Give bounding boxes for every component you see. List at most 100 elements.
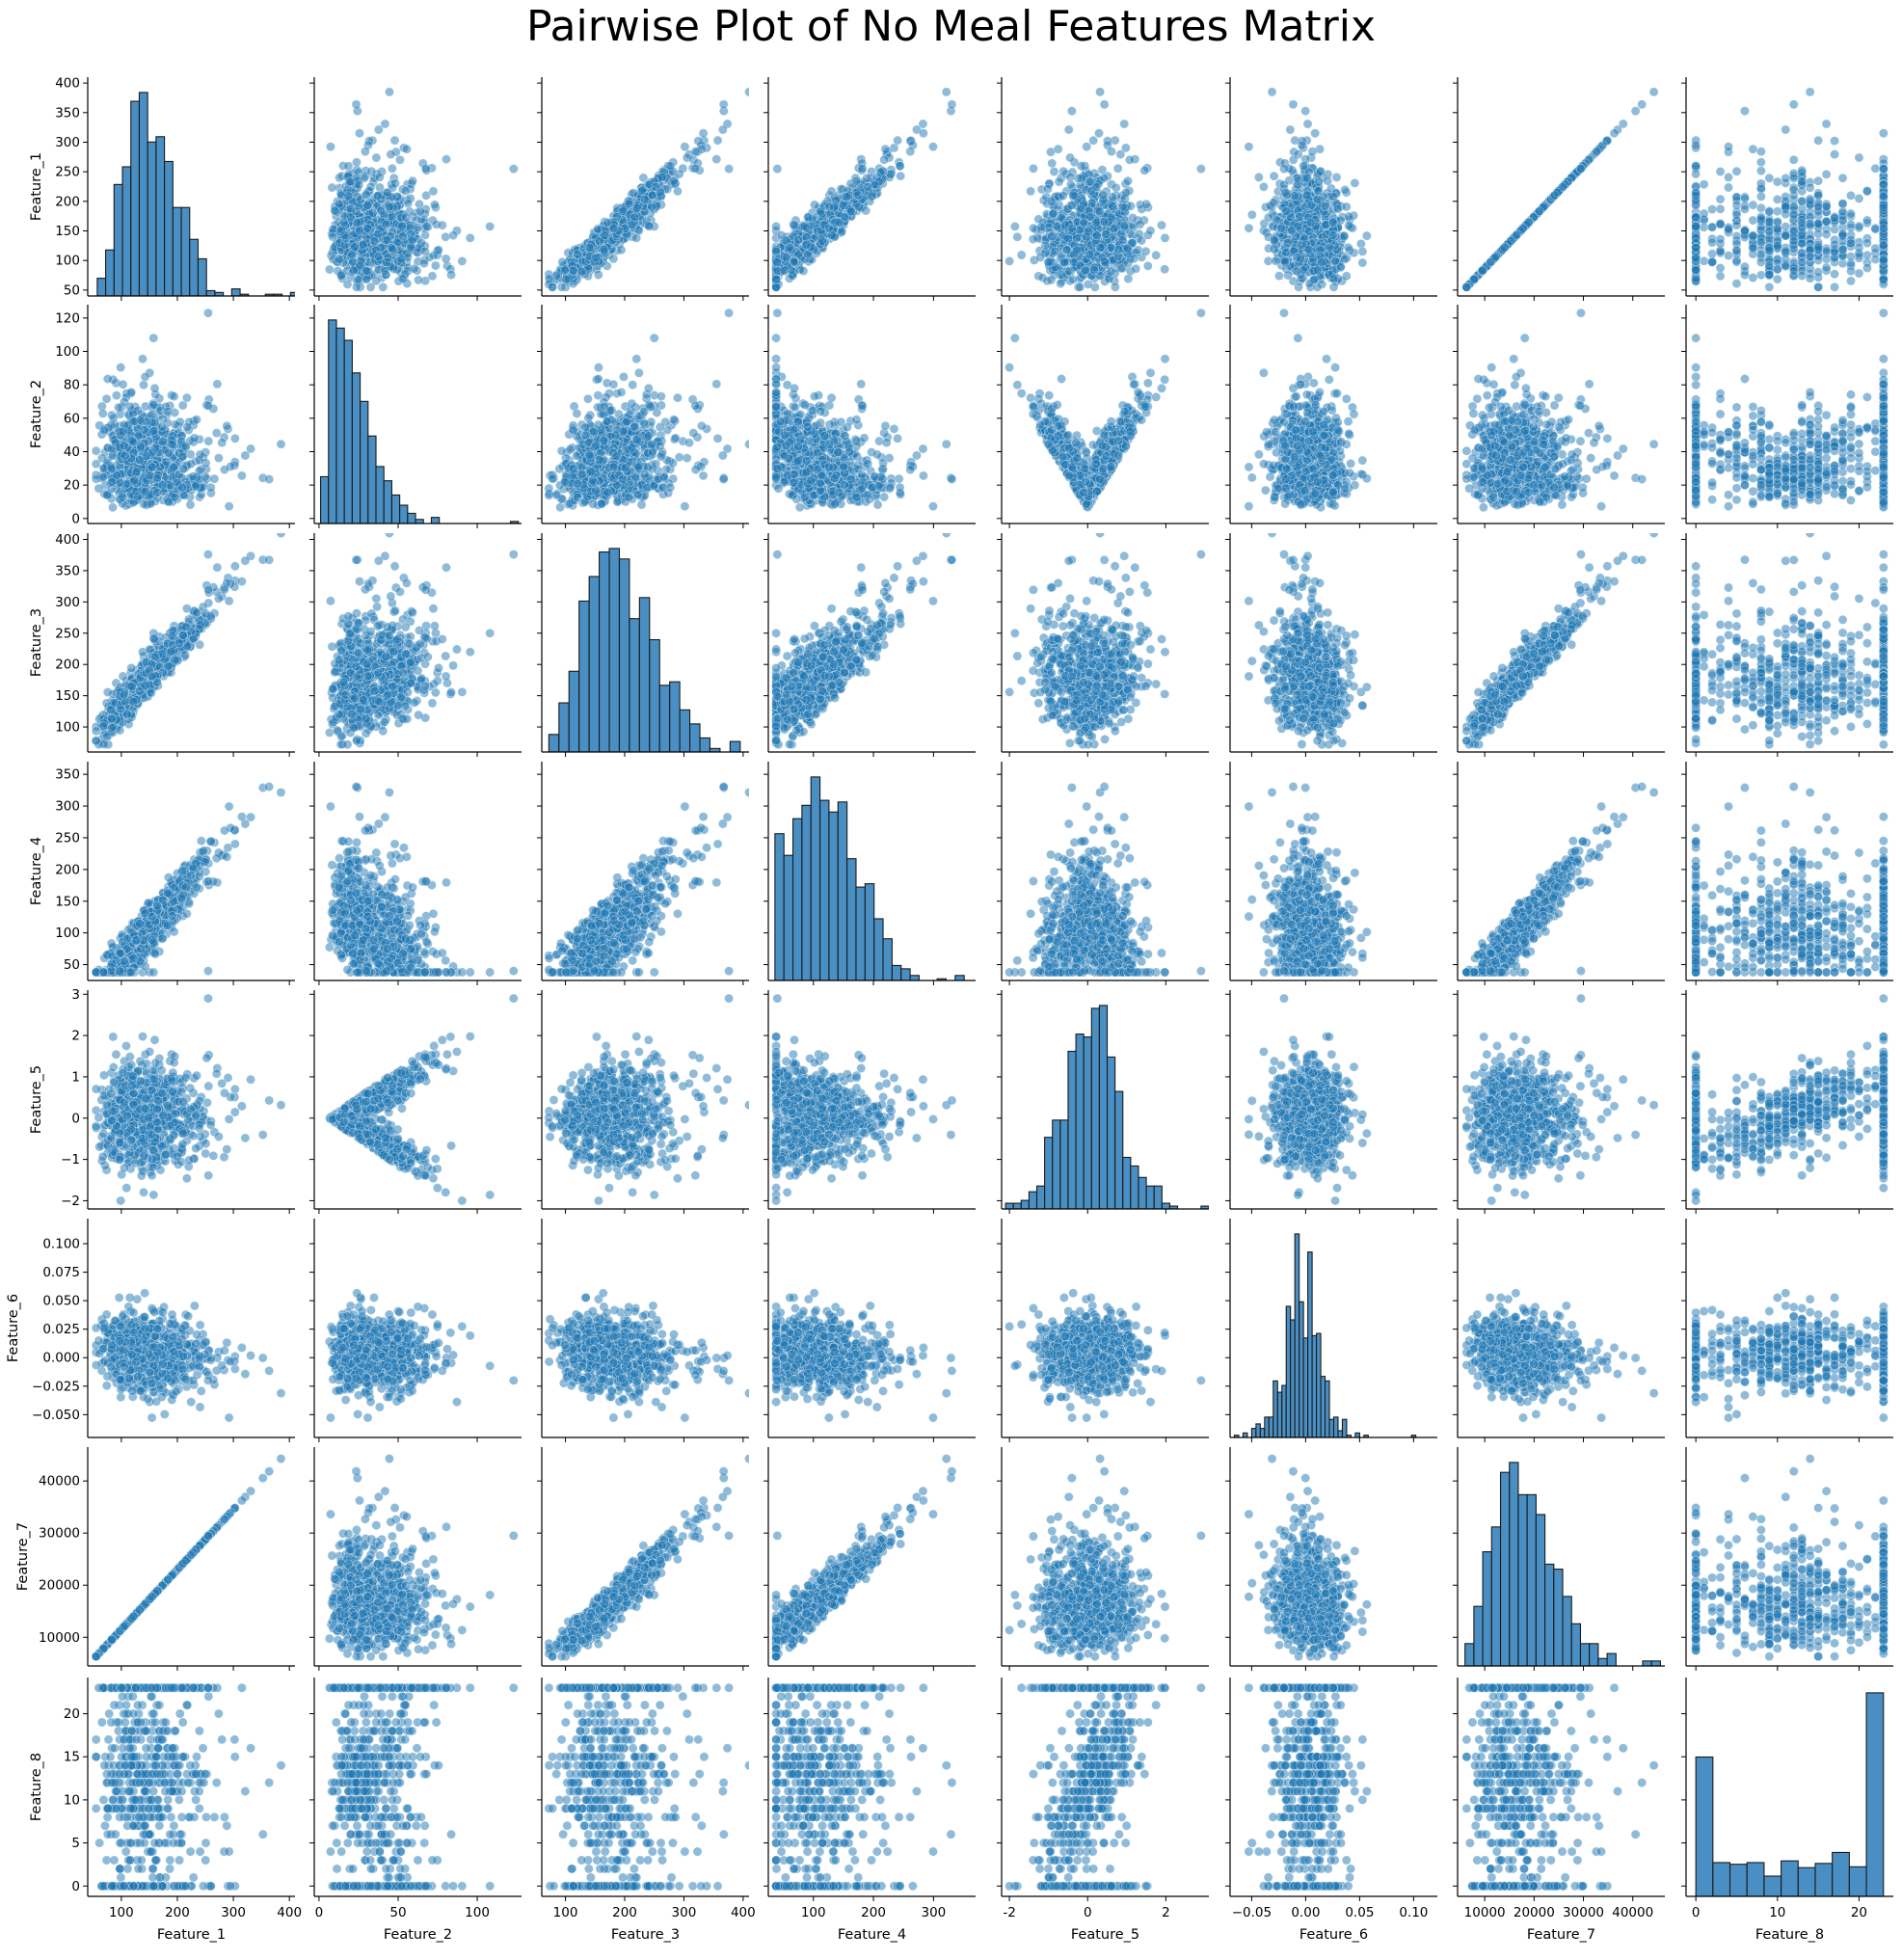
y-tick-label: 250 [55,165,80,180]
histogram-bar [1294,1233,1300,1437]
y-tick-label: 0 [71,511,80,526]
histogram-bar [1642,1660,1652,1666]
histogram-bar [1695,1756,1714,1896]
histogram-bar [383,480,392,524]
histogram-bar [774,833,785,980]
histogram-bar [1781,1860,1799,1896]
y-tick-label: 300 [55,799,80,815]
histogram-bar [909,975,920,980]
histogram-bar [1650,1660,1661,1666]
histogram-bar [1259,1428,1266,1437]
scatter-Feature_7-vs-Feature_6 [1453,1219,1665,1442]
scatter-Feature_6-vs-Feature_4 [1225,762,1437,985]
histogram-bar [588,576,601,752]
y-tick-label: 40000 [39,1474,80,1490]
y-tick-label: 250 [55,626,80,641]
histogram-bar [669,681,681,752]
histogram-bar [214,291,225,296]
histogram-bar [1255,1423,1261,1437]
y-tick-label: 60 [64,411,80,426]
histogram-bar [1285,1305,1292,1437]
scatter-Feature_5-vs-Feature_4 [997,762,1209,985]
y-tick-label: −1 [61,1152,80,1168]
scatter-Feature_1-vs-Feature_5: −2 −1 0 1 2 3 [61,987,295,1214]
scatter-Feature_7-vs-Feature_8: 10000 20000 30000 40000 [1453,1678,1665,1920]
histogram-bar [1712,1862,1731,1896]
y-tick-label: 20 [64,478,80,494]
histogram-bar [1464,1643,1475,1666]
histogram-bar [105,249,115,296]
y-tick-label: 120 [55,310,80,326]
x-axis-label-Feature_7: Feature_7 [1527,1927,1595,1943]
scatter-Feature_8-vs-Feature_7 [1681,1447,1893,1671]
x-tick-label: 0.00 [1291,1905,1320,1920]
y-tick-label: 400 [55,76,80,92]
y-tick-label: 200 [55,194,80,209]
scatter-Feature_1-vs-Feature_2: 0 20 40 60 80 100 120 [55,305,295,528]
scatter-Feature_4-vs-Feature_5 [763,990,976,1214]
histogram-bar [360,400,369,524]
x-tick-label: 0.10 [1399,1905,1428,1920]
histogram-bar [649,638,660,752]
y-tick-label: 1 [71,1069,80,1085]
y-tick-label: 350 [55,563,80,578]
x-tick-label: 300 [672,1905,697,1920]
histogram-bar [1106,1056,1116,1209]
histogram-bar [1490,1526,1502,1666]
x-tick-label: 100 [553,1905,578,1920]
figure-title: Pairwise Plot of No Meal Features Matrix [0,2,1902,51]
x-axis-label-Feature_1: Feature_1 [157,1927,226,1943]
scatter-Feature_3-vs-Feature_4 [537,762,749,985]
histogram-bar [390,494,401,524]
y-tick-label: 50 [64,957,80,973]
histogram-bar [1268,1416,1274,1437]
histogram-bar [1020,1199,1030,1209]
histogram-bar [729,740,741,752]
scatter-Feature_2-vs-Feature_7 [309,1447,522,1671]
histogram-Feature_1: 50 100 150 200 250 300 350 400 [55,76,295,301]
histogram-Feature_2 [309,305,522,528]
y-tick-label: 20000 [39,1578,80,1594]
scatter-Feature_1-vs-Feature_8: 0 5 10 15 20 100 200 300 400 [64,1678,302,1920]
scatter-Feature_7-vs-Feature_4 [1453,762,1665,985]
histogram-bar [1797,1866,1816,1896]
x-tick-label: 10 [1769,1905,1785,1920]
y-tick-label: 350 [55,767,80,783]
histogram-bar [1281,1384,1287,1437]
histogram-bar [837,801,848,980]
x-axis-label-Feature_4: Feature_4 [838,1927,906,1943]
histogram-bar [954,975,965,980]
scatter-Feature_1-vs-Feature_3: 100 150 200 250 300 350 400 [55,532,295,757]
scatter-Feature_6-vs-Feature_3 [1225,533,1437,757]
scatter-Feature_8-vs-Feature_4 [1681,762,1893,985]
scatter-Feature_6-vs-Feature_5 [1225,990,1437,1214]
x-tick-label: 20000 [1514,1905,1555,1920]
x-tick-label: 200 [165,1905,190,1920]
scatter-Feature_8-vs-Feature_3 [1681,533,1893,757]
y-tick-label: 10000 [39,1630,80,1646]
x-axis-label-Feature_3: Feature_3 [611,1927,680,1943]
histogram-Feature_6 [1225,1219,1437,1442]
scatter-Feature_5-vs-Feature_1 [997,77,1209,301]
histogram-bar [197,257,207,296]
histogram-bar [699,737,711,752]
histogram-bar [783,854,794,980]
histogram-bar [810,776,821,980]
scatter-Feature_6-vs-Feature_1 [1225,77,1437,301]
x-tick-label: 100 [109,1905,134,1920]
histogram-bar [1311,1334,1318,1437]
y-tick-label: 50 [64,282,80,298]
histogram-Feature_4 [763,762,976,985]
histogram-bar [180,206,191,296]
y-tick-label: 80 [64,378,80,393]
y-tick-label: 150 [55,224,80,239]
y-tick-label: 400 [55,532,80,548]
histogram-bar [1316,1332,1322,1437]
y-tick-label: 350 [55,105,80,121]
histogram-bar [1153,1185,1163,1209]
histogram-bar [1272,1380,1278,1437]
histogram-bar [96,278,107,296]
y-tick-label: 20 [64,1706,80,1722]
scatter-Feature_7-vs-Feature_3 [1453,533,1665,757]
